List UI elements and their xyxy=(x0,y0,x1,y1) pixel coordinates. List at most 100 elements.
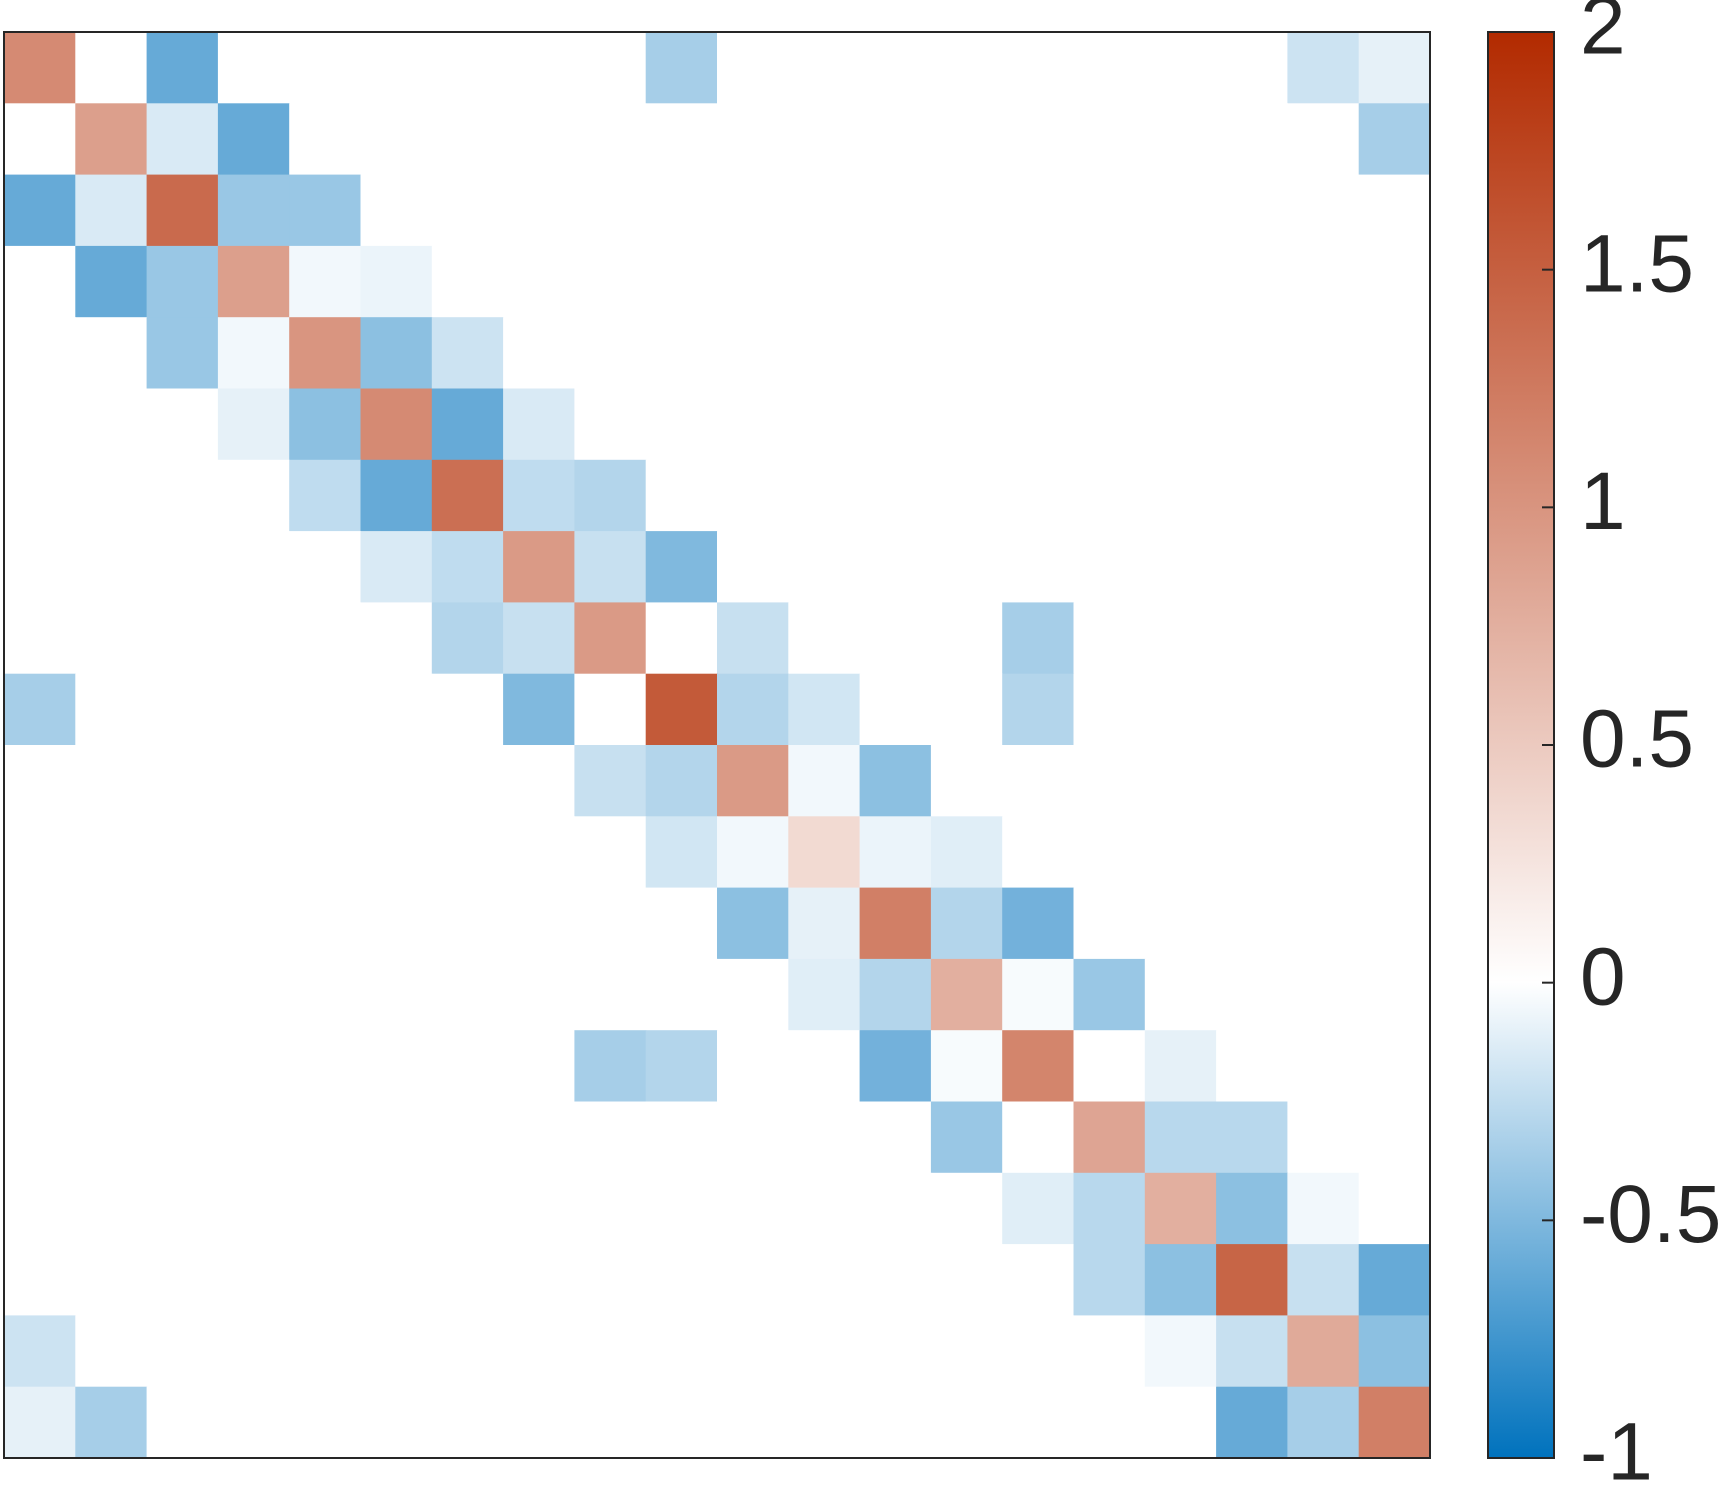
heatmap-cell-r12-c0 xyxy=(4,887,76,960)
heatmap-cell-r10-c16 xyxy=(1144,745,1217,817)
heatmap-cell-r15-c5 xyxy=(360,1101,433,1174)
heatmap-cell-r4-c17 xyxy=(1216,317,1288,390)
heatmap-cell-r3-c17 xyxy=(1216,245,1288,318)
heatmap-cell-r9-c19 xyxy=(1358,673,1431,746)
heatmap-cell-r2-c11 xyxy=(788,174,861,247)
heatmap-cell-r11-c17 xyxy=(1216,816,1288,889)
heatmap-cell-r7-c5 xyxy=(360,531,433,603)
heatmap-cell-r10-c10 xyxy=(717,745,789,817)
heatmap-cell-r19-c8 xyxy=(574,1386,647,1459)
heatmap-cell-r18-c18 xyxy=(1287,1315,1360,1388)
heatmap-cell-r9-c7 xyxy=(503,673,575,746)
heatmap-cell-r16-c18 xyxy=(1287,1172,1360,1245)
heatmap-cell-r14-c3 xyxy=(217,1030,290,1103)
heatmap-cell-r0-c6 xyxy=(431,32,504,104)
heatmap-cell-r16-c17 xyxy=(1216,1172,1288,1245)
heatmap-cell-r17-c13 xyxy=(930,1244,1003,1316)
heatmap-cell-r5-c9 xyxy=(645,388,718,461)
heatmap-cell-r8-c6 xyxy=(431,602,504,675)
colorbar-tick-label: 2 xyxy=(1580,0,1626,72)
heatmap-cell-r16-c16 xyxy=(1144,1172,1217,1245)
heatmap-cell-r13-c13 xyxy=(930,958,1003,1031)
heatmap-cell-r17-c11 xyxy=(788,1244,861,1316)
heatmap-cell-r1-c12 xyxy=(859,103,932,176)
heatmap-cell-r12-c19 xyxy=(1358,887,1431,960)
heatmap-cell-r10-c13 xyxy=(930,745,1003,817)
heatmap-cell-r9-c2 xyxy=(146,673,219,746)
heatmap-cell-r12-c15 xyxy=(1073,887,1146,960)
heatmap-cell-r4-c10 xyxy=(717,317,789,390)
heatmap-cell-r12-c3 xyxy=(217,887,290,960)
heatmap-cell-r8-c15 xyxy=(1073,602,1146,675)
heatmap-cell-r6-c14 xyxy=(1002,459,1075,532)
heatmap-cell-r4-c15 xyxy=(1073,317,1146,390)
heatmap-cell-r1-c16 xyxy=(1144,103,1217,176)
heatmap-cell-r8-c1 xyxy=(75,602,148,675)
heatmap-cell-r10-c19 xyxy=(1358,745,1431,817)
heatmap-cell-r3-c7 xyxy=(503,245,575,318)
heatmap-cell-r0-c18 xyxy=(1287,32,1360,104)
heatmap-cell-r10-c18 xyxy=(1287,745,1360,817)
heatmap-cell-r0-c3 xyxy=(217,32,290,104)
heatmap-cell-r7-c9 xyxy=(645,531,718,603)
heatmap-cell-r2-c0 xyxy=(4,174,76,247)
heatmap-cell-r19-c17 xyxy=(1216,1386,1288,1459)
heatmap-cell-r7-c14 xyxy=(1002,531,1075,603)
heatmap-cell-r17-c8 xyxy=(574,1244,647,1316)
heatmap-cell-r17-c5 xyxy=(360,1244,433,1316)
heatmap-cell-r19-c18 xyxy=(1287,1386,1360,1459)
heatmap-cell-r9-c0 xyxy=(4,673,76,746)
heatmap-cell-r18-c1 xyxy=(75,1315,148,1388)
heatmap-cell-r10-c6 xyxy=(431,745,504,817)
heatmap-cell-r17-c1 xyxy=(75,1244,148,1316)
heatmap-cell-r6-c4 xyxy=(289,459,362,532)
heatmap-cell-r6-c9 xyxy=(645,459,718,532)
heatmap-cell-r14-c10 xyxy=(717,1030,789,1103)
heatmap-cell-r1-c6 xyxy=(431,103,504,176)
heatmap-cell-r0-c13 xyxy=(930,32,1003,104)
heatmap-cell-r11-c1 xyxy=(75,816,148,889)
heatmap-cell-r7-c7 xyxy=(503,531,575,603)
heatmap-cell-r17-c14 xyxy=(1002,1244,1075,1316)
heatmap-cell-r2-c7 xyxy=(503,174,575,247)
heatmap-cell-r9-c18 xyxy=(1287,673,1360,746)
heatmap-cell-r15-c18 xyxy=(1287,1101,1360,1174)
heatmap-cell-r5-c5 xyxy=(360,388,433,461)
heatmap-cell-r9-c15 xyxy=(1073,673,1146,746)
heatmap-cell-r4-c13 xyxy=(930,317,1003,390)
heatmap-cell-r18-c19 xyxy=(1358,1315,1431,1388)
colorbar-tick-label: 0 xyxy=(1580,931,1626,1022)
heatmap-cell-r0-c0 xyxy=(4,32,76,104)
heatmap-cell-r6-c17 xyxy=(1216,459,1288,532)
heatmap-cell-r10-c17 xyxy=(1216,745,1288,817)
heatmap-cell-r4-c0 xyxy=(4,317,76,390)
heatmap-cell-r10-c8 xyxy=(574,745,647,817)
heatmap-cell-r16-c2 xyxy=(146,1172,219,1245)
heatmap-cell-r10-c3 xyxy=(217,745,290,817)
heatmap-cell-r1-c10 xyxy=(717,103,789,176)
heatmap-cell-r3-c0 xyxy=(4,245,76,318)
heatmap-cell-r9-c8 xyxy=(574,673,647,746)
heatmap-cell-r15-c0 xyxy=(4,1101,76,1174)
heatmap-cell-r15-c13 xyxy=(930,1101,1003,1174)
heatmap-cell-r16-c6 xyxy=(431,1172,504,1245)
heatmap-cell-r12-c18 xyxy=(1287,887,1360,960)
heatmap-cell-r15-c19 xyxy=(1358,1101,1431,1174)
heatmap-cell-r10-c9 xyxy=(645,745,718,817)
heatmap-cell-r2-c13 xyxy=(930,174,1003,247)
heatmap-cells xyxy=(4,32,1431,1459)
heatmap-cell-r9-c10 xyxy=(717,673,789,746)
heatmap-cell-r11-c11 xyxy=(788,816,861,889)
heatmap-cell-r12-c1 xyxy=(75,887,148,960)
heatmap-cell-r5-c6 xyxy=(431,388,504,461)
heatmap-cell-r11-c0 xyxy=(4,816,76,889)
heatmap-cell-r8-c4 xyxy=(289,602,362,675)
heatmap-cell-r8-c7 xyxy=(503,602,575,675)
heatmap-cell-r7-c16 xyxy=(1144,531,1217,603)
heatmap-cell-r14-c16 xyxy=(1144,1030,1217,1103)
heatmap-cell-r19-c6 xyxy=(431,1386,504,1459)
heatmap-cell-r3-c12 xyxy=(859,245,932,318)
heatmap-cell-r14-c1 xyxy=(75,1030,148,1103)
heatmap-cell-r9-c14 xyxy=(1002,673,1075,746)
heatmap-cell-r4-c12 xyxy=(859,317,932,390)
